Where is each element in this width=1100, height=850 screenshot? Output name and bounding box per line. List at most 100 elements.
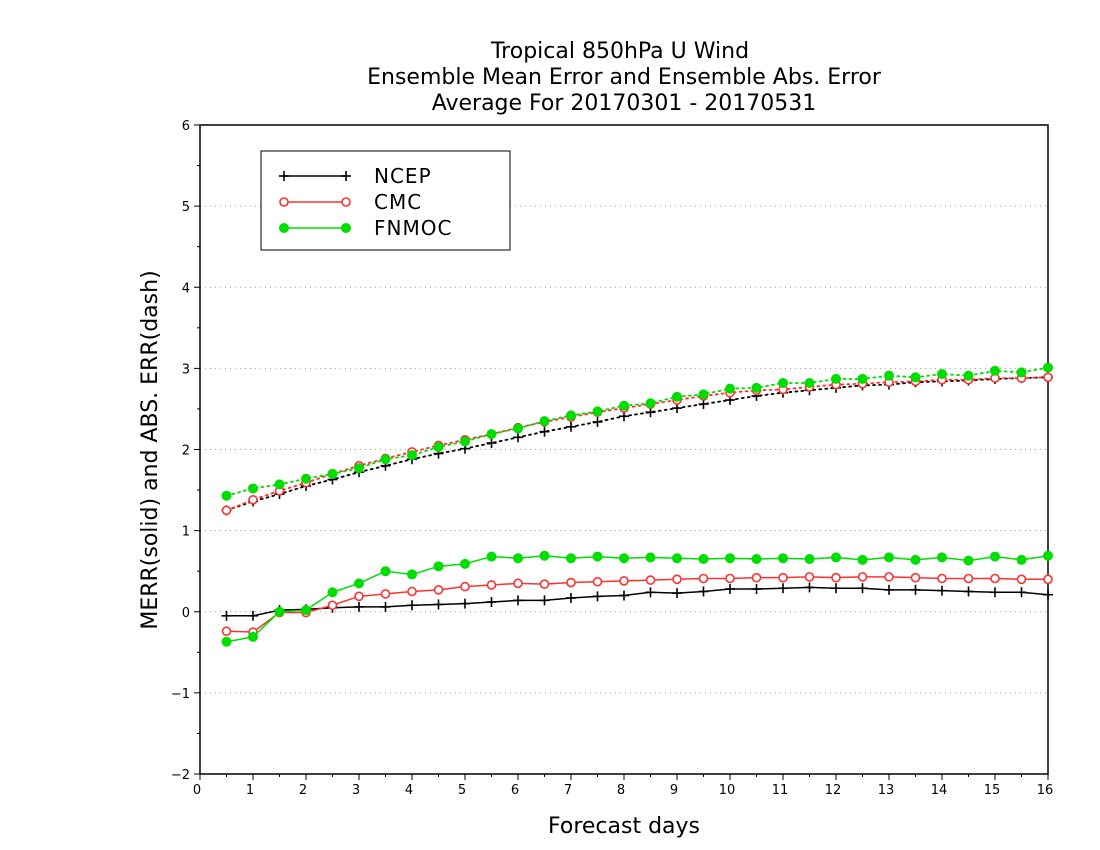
ncep-merr-point <box>566 592 576 603</box>
marker-shape <box>619 400 629 411</box>
marker-shape <box>751 554 762 565</box>
cmc-merr-point <box>857 572 868 582</box>
y-tick-label: −1 <box>171 687 190 702</box>
marker-shape <box>804 572 815 582</box>
series-layer <box>221 362 1053 647</box>
marker-shape <box>327 600 338 611</box>
marker-shape <box>221 626 232 637</box>
chart-title-line-2: Ensemble Mean Error and Ensemble Abs. Er… <box>367 65 882 90</box>
marker-shape <box>1043 574 1053 585</box>
fnmoc-abs-err-point <box>539 416 550 427</box>
y-tick-label: 4 <box>182 281 190 296</box>
y-tick-label: 0 <box>182 606 190 621</box>
chart-title-line-1: Tropical 850hPa U Wind <box>490 39 749 64</box>
ncep-merr-point <box>1043 589 1053 600</box>
fnmoc-merr-point <box>937 552 947 563</box>
marker-shape <box>778 572 788 583</box>
x-tick-label: 10 <box>719 783 736 798</box>
cmc-merr-point <box>672 574 682 585</box>
y-axis-label: MERR(solid) and ABS. ERR(dash) <box>138 270 163 629</box>
cmc-merr-point <box>433 585 444 595</box>
fnmoc-abs-err-point <box>963 370 974 381</box>
x-axis-label: Forecast days <box>548 814 700 839</box>
cmc-merr-point <box>619 576 629 586</box>
marker-shape <box>990 365 1000 376</box>
legend-marker <box>341 223 351 233</box>
legend-box <box>260 150 511 251</box>
fnmoc-abs-err-point <box>486 429 497 440</box>
marker-shape <box>698 573 709 584</box>
ncep-merr-point <box>619 590 629 601</box>
fnmoc-merr-point <box>884 552 894 563</box>
x-tick-label: 2 <box>299 783 307 798</box>
marker-shape <box>698 389 709 400</box>
ncep-merr-point <box>354 601 364 612</box>
y-tick-label: 6 <box>182 119 190 134</box>
legend-item-ncep: NCEP <box>279 164 431 188</box>
fnmoc-merr-point <box>1016 554 1027 565</box>
x-tick-label: 4 <box>405 783 413 798</box>
fnmoc-abs-err-point <box>513 423 523 434</box>
ncep-merr-point <box>221 610 232 621</box>
marker-shape <box>778 377 788 388</box>
marker-shape <box>857 572 868 582</box>
cmc-merr-point <box>751 572 762 583</box>
cmc-merr-point <box>460 581 470 592</box>
marker-shape <box>778 553 788 564</box>
fnmoc-merr-point <box>539 550 550 561</box>
cmc-merr-point <box>539 579 550 589</box>
marker-shape <box>354 463 364 474</box>
marker-shape <box>857 373 868 384</box>
marker-shape <box>592 551 603 562</box>
marker-shape <box>910 372 921 383</box>
marker-shape <box>751 382 762 393</box>
fnmoc-abs-err-point <box>672 391 682 402</box>
cmc-merr-point <box>407 586 417 597</box>
legend-label: CMC <box>374 190 422 214</box>
fnmoc-abs-err-point <box>407 450 417 461</box>
fnmoc-merr-point <box>831 552 841 563</box>
x-tick-label: 3 <box>352 783 360 798</box>
ncep-merr-point <box>645 587 656 598</box>
marker-shape <box>248 631 258 642</box>
x-tick-label: 0 <box>193 783 201 798</box>
fnmoc-merr-point <box>645 552 656 563</box>
fnmoc-abs-err-point <box>592 406 603 417</box>
marker-shape <box>725 383 735 394</box>
y-tick-label: −2 <box>171 768 190 783</box>
ncep-merr-point <box>804 582 815 593</box>
cmc-abs-err-point <box>248 494 258 505</box>
marker-shape <box>460 581 470 592</box>
marker-shape <box>221 636 232 647</box>
x-tick-label: 16 <box>1037 783 1054 798</box>
marker-shape <box>884 552 894 563</box>
marker-shape <box>433 585 444 595</box>
marker-shape <box>248 483 258 494</box>
marker-shape <box>274 606 285 617</box>
marker-shape <box>619 553 629 564</box>
x-tick-label: 9 <box>670 783 678 798</box>
marker-shape <box>645 398 656 409</box>
marker-shape <box>301 473 311 484</box>
fnmoc-merr-point <box>804 554 815 565</box>
legend-marker <box>279 223 289 233</box>
fnmoc-abs-err-point <box>884 370 894 381</box>
cmc-merr-point <box>884 572 894 582</box>
fnmoc-abs-err-line <box>225 366 1049 497</box>
fnmoc-abs-err-point <box>1043 362 1053 373</box>
cmc-merr-point <box>327 600 338 611</box>
x-tick-label: 14 <box>931 783 948 798</box>
marker-shape <box>341 223 351 233</box>
marker-shape <box>619 576 629 586</box>
ncep-merr-point <box>751 584 762 595</box>
cmc-merr-point <box>380 589 391 599</box>
fnmoc-abs-err-point <box>566 410 576 421</box>
ncep-merr-point <box>778 583 788 594</box>
marker-shape <box>407 569 417 580</box>
fnmoc-abs-err-point <box>327 468 338 479</box>
marker-shape <box>910 554 921 565</box>
x-tick-label: 8 <box>617 783 625 798</box>
marker-shape <box>963 555 974 566</box>
cmc-abs-err-point <box>1043 372 1053 383</box>
x-tick-label: 13 <box>878 783 895 798</box>
